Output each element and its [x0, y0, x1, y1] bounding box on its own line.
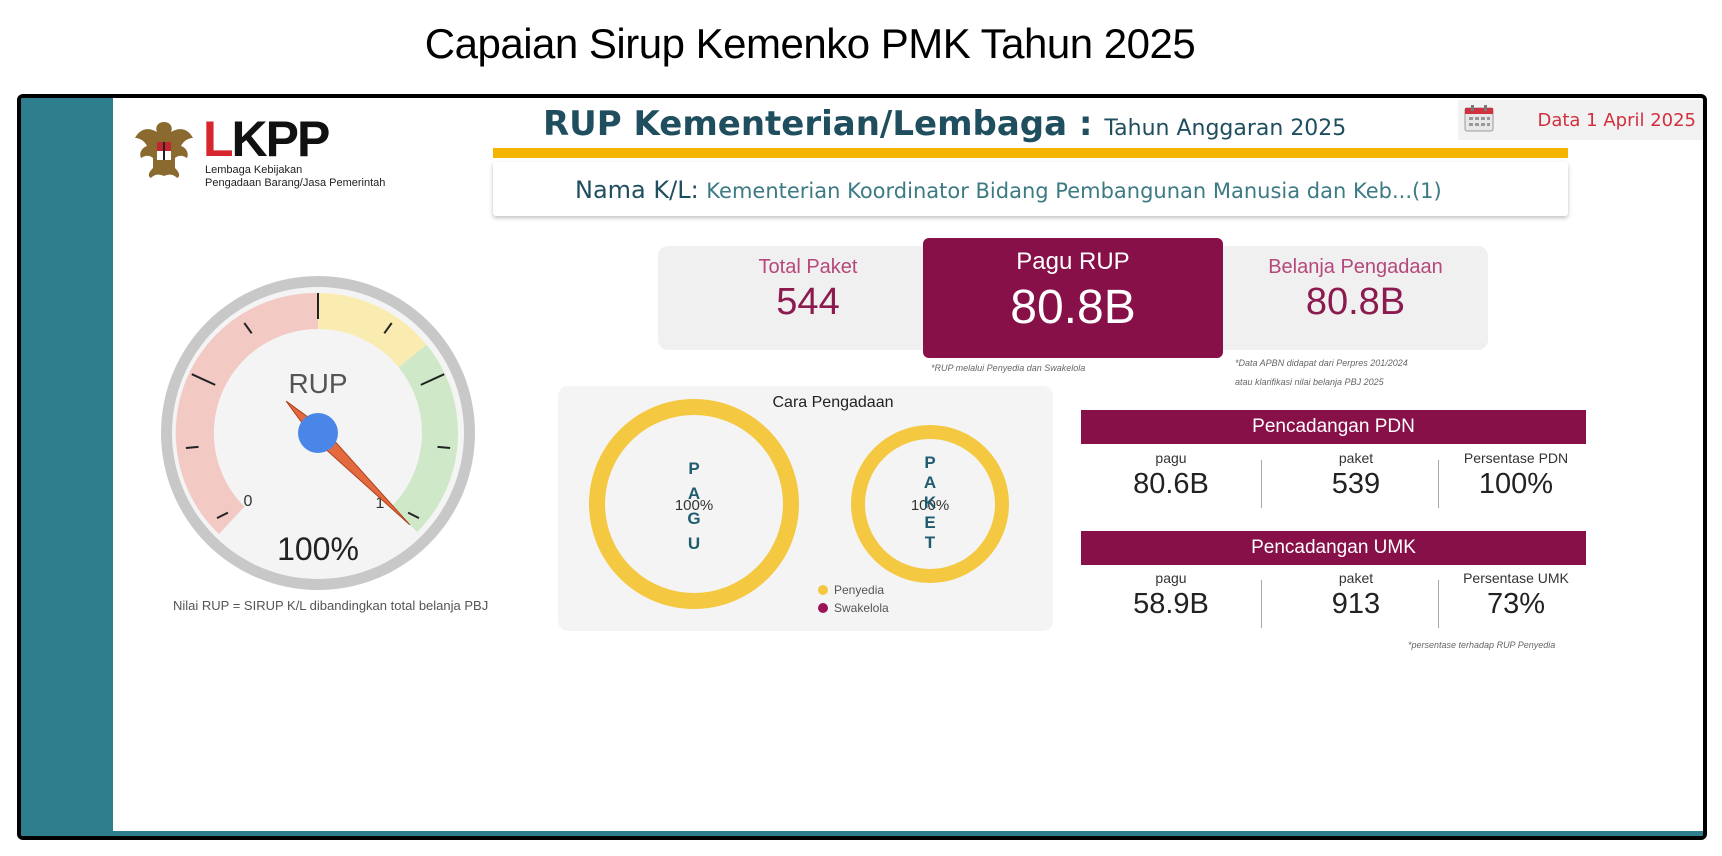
legend-item-penyedia[interactable]: Penyedia — [818, 581, 889, 599]
umk-row: pagu 58.9B paket 913 Persentase UMK 73% — [1081, 570, 1586, 630]
lkpp-subtitle-line1: Lembaga Kebijakan — [205, 164, 303, 176]
lkpp-logo: LKPP Lembaga Kebijakan Pengadaan Barang/… — [133, 111, 385, 189]
legend-label-swakelola: Swakelola — [834, 601, 889, 615]
belanja-note-1: *Data APBN didapat dari Perpres 201/2024 — [1235, 358, 1408, 368]
cara-legend: Penyedia Swakelola — [818, 581, 889, 617]
pdn-paket-label: paket — [1338, 450, 1374, 466]
header-underline — [493, 148, 1568, 158]
umk-paket: paket 913 — [1281, 570, 1431, 621]
total-paket-label: Total Paket — [758, 256, 858, 278]
pagu-letter: U — [688, 534, 700, 553]
legend-dot-penyedia — [818, 585, 828, 595]
umk-pagu: pagu 58.9B — [1101, 570, 1241, 621]
pagu-letter: G — [687, 509, 700, 528]
lkpp-subtitle-line2: Pengadaan Barang/Jasa Pemerintah — [205, 177, 386, 189]
pdn-percent-value: 100% — [1478, 468, 1554, 500]
pdn-pagu-value: 80.6B — [1133, 468, 1209, 500]
paket-percent: 100% — [911, 497, 949, 514]
gauge-value: 100% — [277, 531, 359, 567]
total-paket-stat: Total Paket 544 — [658, 256, 958, 324]
divider — [1261, 460, 1262, 508]
total-paket-value: 544 — [776, 281, 840, 323]
umk-percent-value: 73% — [1486, 588, 1546, 620]
gauge-note: Nilai RUP = SIRUP K/L dibandingkan total… — [173, 598, 489, 613]
pagu-donut-ring — [589, 399, 799, 609]
page-title: Capaian Sirup Kemenko PMK Tahun 2025 — [424, 20, 1196, 67]
umk-note: *persentase terhadap RUP Penyedia — [1408, 640, 1556, 650]
date-label: Data 1 April 2025 — [1537, 110, 1696, 131]
pagu-percent: 100% — [675, 497, 713, 514]
header-title: RUP Kementerian/Lembaga : Tahun Anggaran… — [543, 104, 1346, 144]
paket-donut-ring — [851, 425, 1009, 583]
pagu-rup-note: *RUP melalui Penyedia dan Swakelola — [931, 363, 1086, 373]
header-year: Tahun Anggaran 2025 — [1104, 116, 1347, 141]
paket-letter: T — [925, 533, 936, 552]
legend-dot-swakelola — [818, 603, 828, 613]
side-strip — [21, 98, 113, 836]
pdn-pagu-label: pagu — [1155, 450, 1187, 466]
pdn-paket-value: 539 — [1331, 468, 1381, 500]
pagu-rup-card: Pagu RUP 80.8B — [923, 238, 1223, 358]
divider — [1261, 580, 1262, 628]
pagu-rup-value: 80.8B — [1010, 281, 1136, 334]
paket-letter: E — [924, 513, 935, 532]
paket-letter: A — [924, 473, 936, 492]
kl-selector[interactable]: Nama K/L: Kementerian Koordinator Bidang… — [493, 162, 1568, 216]
pdn-header: Pencadangan PDN — [1081, 410, 1586, 444]
kl-label: Nama K/L: — [575, 176, 699, 204]
bottom-strip — [113, 831, 1703, 836]
lkpp-wordmark: LKPP — [203, 111, 331, 167]
paket-letter: K — [924, 493, 937, 512]
legend-item-swakelola[interactable]: Swakelola — [818, 599, 889, 617]
pdn-percent: Persentase PDN 100% — [1446, 450, 1586, 501]
dashboard-frame: LKPP Lembaga Kebijakan Pengadaan Barang/… — [17, 94, 1707, 840]
umk-paket-value: 913 — [1331, 588, 1381, 620]
umk-pagu-value: 58.9B — [1133, 588, 1209, 620]
rup-gauge: RUP 0 1 100% — [161, 276, 475, 590]
pdn-paket: paket 539 — [1281, 450, 1431, 501]
pdn-row: pagu 80.6B paket 539 Persentase PDN 100% — [1081, 450, 1586, 510]
gauge-needle — [285, 400, 411, 526]
pagu-rup-label: Pagu RUP — [1016, 248, 1130, 275]
pdn-pagu: pagu 80.6B — [1101, 450, 1241, 501]
umk-percent-label: Persentase UMK — [1463, 570, 1569, 586]
garuda-emblem-icon — [135, 122, 193, 178]
gauge-max-label: 1 — [376, 495, 385, 512]
date-box[interactable]: Data 1 April 2025 — [1458, 100, 1703, 140]
lkpp-wordmark-rest: KPP — [231, 111, 331, 167]
legend-label-penyedia: Penyedia — [834, 583, 885, 597]
umk-paket-label: paket — [1338, 570, 1374, 586]
pdn-percent-label: Persentase PDN — [1463, 450, 1569, 466]
header-title-text: RUP Kementerian/Lembaga : — [543, 104, 1093, 144]
kl-value: Kementerian Koordinator Bidang Pembangun… — [706, 179, 1442, 203]
umk-pagu-label: pagu — [1155, 570, 1187, 586]
divider — [1438, 580, 1439, 628]
dashboard-panel: LKPP Lembaga Kebijakan Pengadaan Barang/… — [113, 98, 1703, 831]
gauge-min-label: 0 — [244, 493, 253, 510]
cara-donuts: 100% 100% P A G U P A K E T — [589, 399, 1009, 609]
kl-selector-text: Nama K/L: Kementerian Koordinator Bidang… — [575, 176, 1442, 204]
cara-pengadaan-panel: Cara Pengadaan 100% 100% P A G U P A K E… — [558, 386, 1053, 631]
lkpp-subtitle: Lembaga Kebijakan Pengadaan Barang/Jasa … — [205, 164, 385, 190]
pagu-letter: A — [688, 484, 700, 503]
calendar-icon[interactable] — [1464, 104, 1494, 132]
belanja-label: Belanja Pengadaan — [1268, 256, 1443, 278]
belanja-value: 80.8B — [1305, 281, 1406, 323]
gauge-hub — [298, 413, 338, 453]
cara-title: Cara Pengadaan — [772, 394, 894, 411]
pagu-letter: P — [688, 459, 699, 478]
belanja-stat: Belanja Pengadaan 80.8B — [1223, 256, 1488, 324]
belanja-note-2: atau klarifikasi nilai belanja PBJ 2025 — [1235, 377, 1384, 387]
divider — [1438, 460, 1439, 508]
paket-letter: P — [924, 453, 935, 472]
gauge-label: RUP — [288, 368, 347, 399]
umk-percent: Persentase UMK 73% — [1446, 570, 1586, 621]
umk-header: Pencadangan UMK — [1081, 531, 1586, 565]
